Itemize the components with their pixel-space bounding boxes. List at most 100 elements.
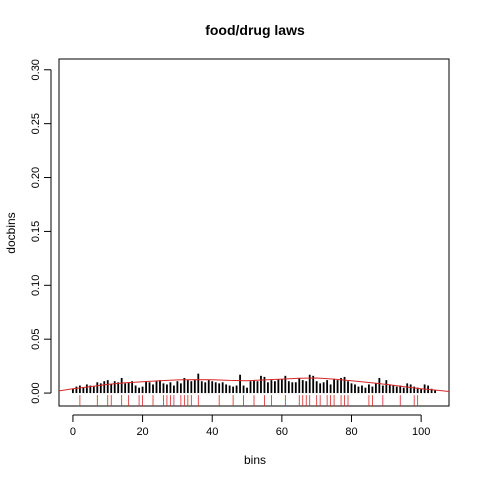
bar: [246, 387, 248, 394]
bar: [308, 374, 311, 394]
bar: [402, 387, 405, 394]
bar: [263, 376, 266, 394]
bar: [315, 381, 318, 394]
bar: [225, 384, 228, 394]
bar: [110, 384, 113, 394]
bar: [214, 382, 217, 394]
y-tick-label: 0.30: [30, 59, 42, 80]
bar: [329, 384, 332, 394]
bar: [131, 381, 134, 394]
bar: [354, 384, 356, 394]
bar: [249, 381, 252, 394]
x-tick-label: 0: [70, 426, 76, 438]
x-tick-label: 100: [412, 426, 430, 438]
bar: [228, 385, 231, 394]
bar: [85, 384, 88, 394]
bar: [319, 383, 322, 394]
bar: [378, 377, 381, 394]
bar: [287, 381, 290, 394]
bar: [416, 387, 419, 394]
bar: [96, 382, 99, 394]
bar: [169, 382, 172, 394]
bar: [326, 380, 329, 394]
bar: [434, 389, 436, 394]
density-curve: [58, 377, 450, 392]
bar: [239, 374, 241, 394]
bar: [197, 373, 200, 394]
x-tick-label: 40: [206, 426, 218, 438]
y-tick-label: 0.05: [30, 328, 42, 349]
x-tick-label: 60: [276, 426, 288, 438]
bar: [166, 384, 168, 394]
bar: [242, 385, 245, 394]
bar: [152, 384, 154, 394]
bar: [145, 381, 147, 394]
bar: [294, 382, 297, 394]
bar: [399, 385, 402, 394]
bar: [120, 377, 123, 394]
bar: [406, 383, 409, 394]
bar: [92, 386, 95, 394]
bar: [200, 381, 203, 394]
bar: [368, 384, 370, 394]
bar: [148, 382, 151, 394]
y-tick-label: 0.10: [30, 275, 42, 296]
bar: [173, 385, 175, 394]
bar: [413, 386, 416, 394]
plot-frame: [58, 58, 450, 407]
bar: [78, 385, 81, 394]
bar: [430, 388, 433, 394]
bar: [72, 388, 74, 394]
bar: [280, 379, 283, 394]
bar: [385, 380, 388, 394]
bar: [322, 382, 325, 394]
bar: [298, 377, 301, 394]
bar: [409, 384, 412, 394]
bar: [350, 383, 353, 394]
bar: [155, 381, 158, 394]
bar: [179, 383, 182, 394]
bar: [190, 381, 193, 394]
bar: [176, 381, 179, 394]
bar: [291, 382, 294, 394]
bar: [381, 385, 384, 394]
y-axis-label: docbins: [4, 212, 18, 253]
bar: [159, 380, 161, 394]
bar: [99, 383, 102, 394]
bar: [162, 383, 165, 394]
x-tick-label: 80: [345, 426, 357, 438]
bar: [211, 381, 214, 394]
bar: [89, 385, 92, 394]
y-tick-label: 0.20: [30, 167, 42, 188]
bar: [113, 381, 116, 394]
bar: [134, 385, 137, 394]
bar: [186, 380, 189, 394]
bar: [103, 381, 106, 394]
chart-title: food/drug laws: [205, 22, 305, 38]
bar: [392, 385, 395, 394]
x-axis: 0 20 40 60 80 100: [70, 414, 430, 438]
rug-layer: [79, 395, 419, 407]
y-tick-label: 0.00: [30, 382, 42, 403]
bar: [141, 386, 144, 394]
bar: [124, 383, 127, 394]
bar: [347, 381, 349, 394]
bar: [221, 382, 224, 394]
bar: [340, 377, 342, 394]
x-tick-label: 20: [136, 426, 148, 438]
y-tick-label: 0.25: [30, 113, 42, 134]
bar: [273, 381, 276, 394]
bar: [388, 384, 391, 394]
bar: [343, 376, 346, 394]
bar: [218, 383, 221, 394]
bar: [371, 386, 374, 394]
bar: [138, 387, 140, 394]
bar: [277, 379, 280, 394]
bar: [256, 381, 259, 394]
bar: [284, 375, 287, 394]
bar: [106, 380, 109, 394]
bar: [204, 382, 207, 394]
bar: [82, 387, 85, 394]
